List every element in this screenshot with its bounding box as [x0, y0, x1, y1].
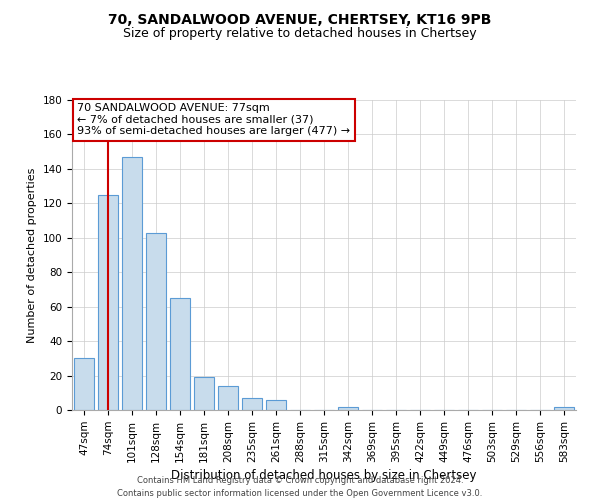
Y-axis label: Number of detached properties: Number of detached properties: [27, 168, 37, 342]
Bar: [242, 398, 262, 410]
Bar: [554, 406, 574, 410]
Bar: [122, 157, 142, 410]
Text: Contains HM Land Registry data © Crown copyright and database right 2024.
Contai: Contains HM Land Registry data © Crown c…: [118, 476, 482, 498]
X-axis label: Distribution of detached houses by size in Chertsey: Distribution of detached houses by size …: [171, 469, 477, 482]
Bar: [98, 194, 118, 410]
Text: 70 SANDALWOOD AVENUE: 77sqm
← 7% of detached houses are smaller (37)
93% of semi: 70 SANDALWOOD AVENUE: 77sqm ← 7% of deta…: [77, 103, 350, 136]
Bar: [74, 358, 94, 410]
Text: 70, SANDALWOOD AVENUE, CHERTSEY, KT16 9PB: 70, SANDALWOOD AVENUE, CHERTSEY, KT16 9P…: [109, 12, 491, 26]
Text: Size of property relative to detached houses in Chertsey: Size of property relative to detached ho…: [123, 28, 477, 40]
Bar: [170, 298, 190, 410]
Bar: [266, 400, 286, 410]
Bar: [146, 232, 166, 410]
Bar: [218, 386, 238, 410]
Bar: [194, 378, 214, 410]
Bar: [338, 406, 358, 410]
